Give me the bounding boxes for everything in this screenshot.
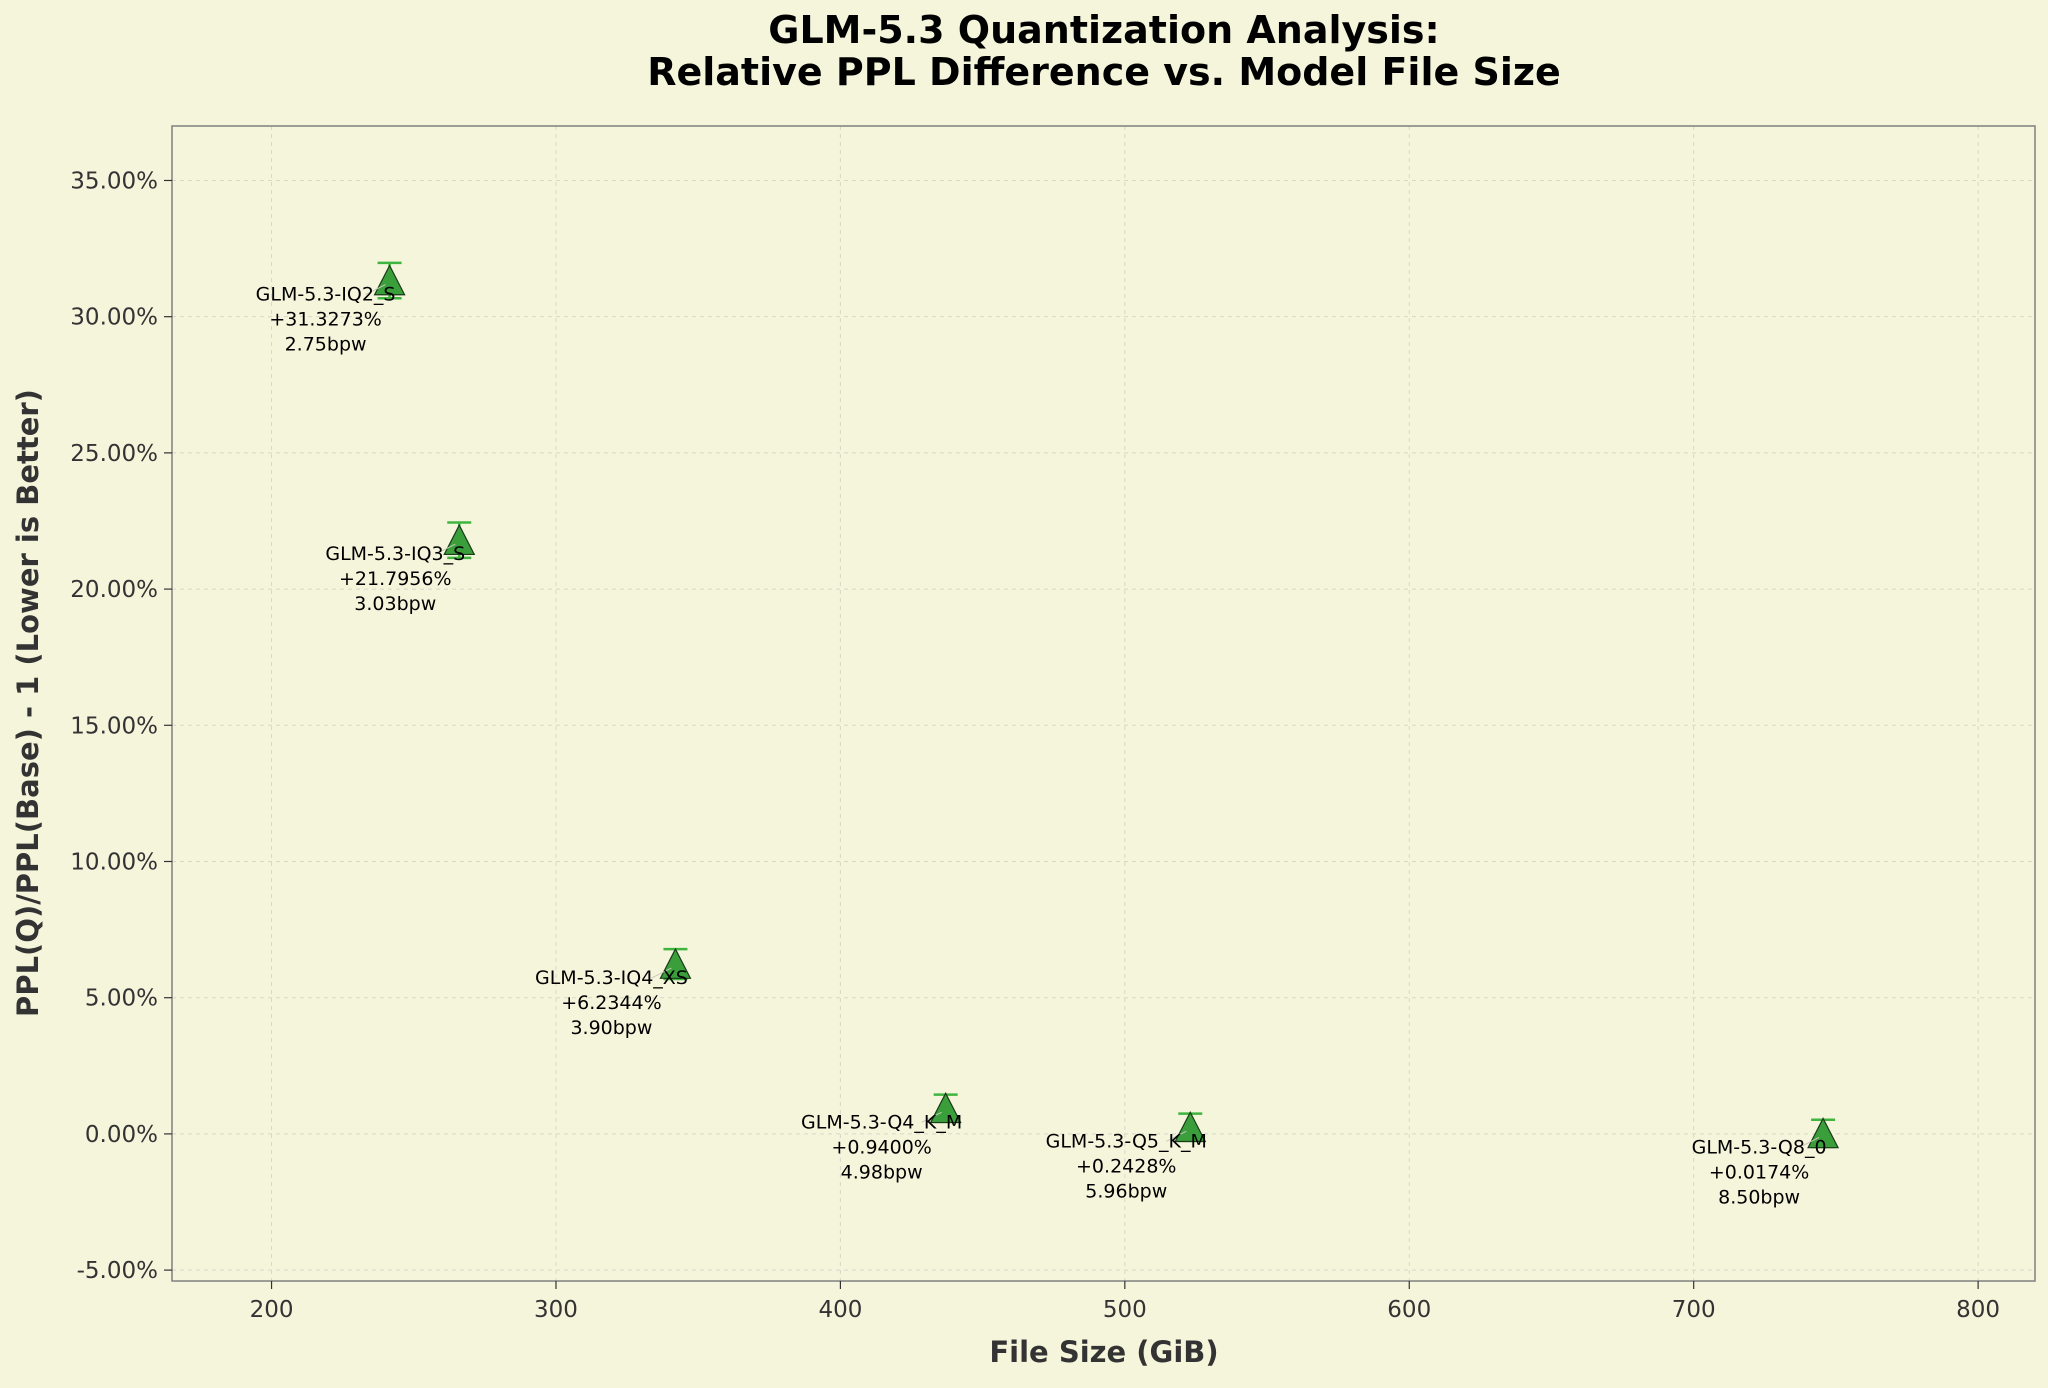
point-bpw-label: 8.50bpw xyxy=(1718,1186,1800,1208)
x-tick-label: 600 xyxy=(1387,1297,1431,1323)
x-tick-label: 300 xyxy=(534,1297,578,1323)
y-tick-label: 10.00% xyxy=(70,849,158,875)
point-value-label: +21.7956% xyxy=(339,568,452,590)
point-value-label: +31.3273% xyxy=(269,309,382,331)
point-name-label: GLM-5.3-IQ2_S xyxy=(256,284,396,306)
y-tick-label: 15.00% xyxy=(70,713,158,739)
point-name-label: GLM-5.3-IQ3_S xyxy=(325,543,465,565)
data-point-marker xyxy=(1174,1110,1207,1143)
y-tick-label: 0.00% xyxy=(85,1122,158,1148)
annotation-arrow xyxy=(921,1111,942,1123)
y-tick-label: -5.00% xyxy=(77,1258,158,1284)
data-point-marker xyxy=(1807,1117,1840,1149)
y-axis-label: PPL(Q)/PPL(Base) - 1 (Lower is Better) xyxy=(11,389,45,1017)
x-tick-label: 500 xyxy=(1103,1297,1147,1323)
data-point-marker xyxy=(659,947,692,979)
annotation-arrow xyxy=(365,284,386,295)
point-name-label: GLM-5.3-Q4_K_M xyxy=(801,1111,962,1133)
x-axis-label: File Size (GiB) xyxy=(989,1335,1218,1369)
plot-background xyxy=(172,126,2035,1281)
x-tick-label: 700 xyxy=(1672,1297,1716,1323)
point-name-label: GLM-5.3-Q5_K_M xyxy=(1046,1130,1207,1152)
x-tick-label: 200 xyxy=(250,1297,294,1323)
data-point-marker xyxy=(929,1091,962,1124)
data-point-marker xyxy=(373,264,406,296)
point-bpw-label: 2.75bpw xyxy=(285,334,367,356)
point-value-label: +0.0174% xyxy=(1709,1161,1809,1183)
data-point-marker xyxy=(443,523,476,556)
annotation-arrow xyxy=(1798,1136,1820,1148)
point-value-label: +6.2344% xyxy=(561,992,661,1014)
point-bpw-label: 3.90bpw xyxy=(570,1017,652,1039)
annotation-arrow xyxy=(1166,1130,1187,1142)
chart-subtitle: Relative PPL Difference vs. Model File S… xyxy=(647,50,1561,94)
point-bpw-label: 5.96bpw xyxy=(1085,1180,1167,1202)
point-value-label: +0.2428% xyxy=(1076,1155,1176,1177)
plot-frame xyxy=(171,125,2036,1282)
point-bpw-label: 3.03bpw xyxy=(354,593,436,615)
annotation-arrow xyxy=(435,543,456,555)
point-name-label: GLM-5.3-Q8_0 xyxy=(1692,1136,1827,1158)
y-tick-label: 30.00% xyxy=(70,305,158,331)
point-name-label: GLM-5.3-IQ4_XS xyxy=(535,967,688,989)
annotation-arrow xyxy=(651,967,672,979)
x-tick-label: 800 xyxy=(1956,1297,2000,1323)
chart-title: GLM-5.3 Quantization Analysis: xyxy=(768,8,1439,52)
y-tick-label: 35.00% xyxy=(70,168,158,194)
y-tick-label: 20.00% xyxy=(70,577,158,603)
y-tick-label: 5.00% xyxy=(85,986,158,1012)
x-tick-label: 400 xyxy=(818,1297,862,1323)
point-value-label: +0.9400% xyxy=(831,1136,931,1158)
plot-area: 200 300 400 500 600 700 800 -5.00% 0.00% 5.00% 10.… xyxy=(70,125,2036,1323)
y-tick-label: 25.00% xyxy=(70,441,158,467)
point-bpw-label: 4.98bpw xyxy=(841,1161,923,1183)
